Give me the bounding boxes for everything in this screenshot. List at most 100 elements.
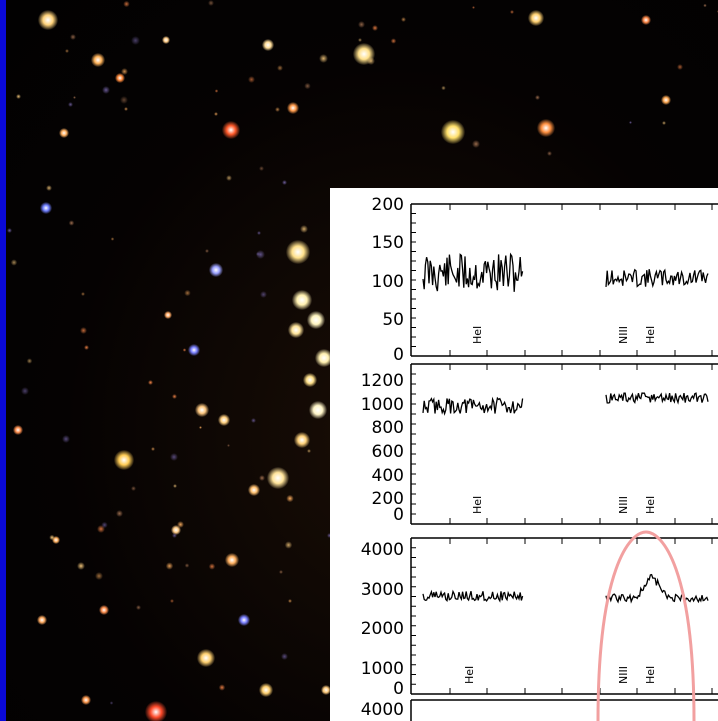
star	[99, 605, 109, 615]
star	[357, 37, 363, 43]
star	[96, 525, 105, 534]
line-label-hei: HeI	[644, 496, 657, 514]
star	[400, 17, 406, 23]
spectrum-trace	[422, 252, 524, 292]
star	[286, 494, 294, 502]
star	[13, 425, 23, 435]
star	[68, 220, 75, 226]
star	[366, 56, 375, 65]
star	[309, 401, 327, 419]
star	[258, 474, 265, 481]
star	[472, 139, 480, 148]
star	[294, 432, 310, 448]
star	[641, 15, 651, 25]
y-tick-label: 0	[393, 679, 404, 699]
line-label-hei: HeI	[644, 666, 657, 684]
star	[250, 418, 257, 424]
star	[256, 250, 266, 259]
star	[83, 344, 90, 351]
star	[195, 403, 209, 417]
star	[225, 174, 233, 182]
star	[68, 102, 74, 108]
star	[276, 65, 283, 72]
star	[390, 37, 397, 44]
star	[353, 43, 375, 65]
star	[26, 358, 33, 364]
y-tick-label: 50	[382, 310, 404, 330]
highlight-ellipse	[596, 530, 696, 721]
star	[52, 536, 60, 544]
star	[7, 227, 13, 233]
star	[169, 452, 178, 462]
star	[38, 10, 58, 30]
star	[120, 68, 128, 75]
star	[509, 9, 514, 15]
star	[37, 615, 47, 625]
star	[198, 426, 202, 430]
star	[169, 598, 174, 603]
y-tick-label: 200	[372, 489, 404, 509]
y-tick-label: 2000	[361, 619, 404, 639]
star	[120, 96, 128, 105]
y-tick-label: 3000	[361, 580, 404, 600]
star	[358, 21, 365, 28]
star	[16, 93, 22, 99]
star	[115, 73, 125, 83]
star	[257, 231, 262, 236]
star	[109, 701, 114, 705]
star	[287, 102, 299, 114]
y-tick-label: 200	[372, 195, 404, 215]
star	[286, 240, 310, 264]
star	[188, 344, 200, 356]
star	[184, 289, 191, 296]
star	[114, 450, 134, 470]
star	[275, 107, 281, 113]
star	[248, 484, 260, 496]
star	[259, 166, 264, 171]
star	[166, 562, 174, 570]
star	[547, 150, 553, 156]
star	[151, 447, 155, 451]
star	[222, 121, 240, 139]
star	[40, 202, 52, 214]
spectrum-trace	[605, 573, 709, 604]
star	[537, 119, 555, 137]
star	[218, 684, 226, 691]
star	[124, 107, 129, 112]
star	[176, 520, 184, 528]
star	[218, 414, 230, 426]
star	[267, 467, 289, 489]
star	[372, 25, 378, 31]
star	[110, 237, 115, 241]
star	[535, 95, 540, 100]
star	[20, 387, 29, 396]
line-label-niii: NIII	[617, 666, 630, 684]
star	[72, 96, 76, 100]
star	[307, 311, 325, 329]
spectrum-trace	[422, 396, 524, 416]
star	[262, 39, 274, 51]
line-label-hei: HeI	[471, 326, 484, 344]
line-label-niii: NIII	[617, 496, 630, 514]
y-tick-label: 0	[393, 345, 404, 365]
star	[184, 563, 190, 568]
y-tick-label: 800	[372, 418, 404, 438]
star	[661, 120, 666, 126]
star	[136, 605, 142, 611]
star	[101, 521, 108, 529]
axis-ticks	[411, 203, 718, 695]
star	[171, 394, 177, 400]
star	[61, 434, 70, 443]
star	[282, 180, 288, 185]
star	[197, 649, 215, 667]
star	[248, 75, 256, 83]
star	[171, 525, 181, 535]
spectrum-panel-1: 200 150 100 50 0 HeI NIII HeI	[372, 195, 718, 365]
star	[303, 373, 317, 387]
spectrum-panel-4: 4000	[361, 699, 718, 721]
star	[471, 5, 476, 9]
y-tick-label: 4000	[361, 700, 404, 720]
star	[441, 85, 446, 91]
star	[10, 259, 18, 266]
